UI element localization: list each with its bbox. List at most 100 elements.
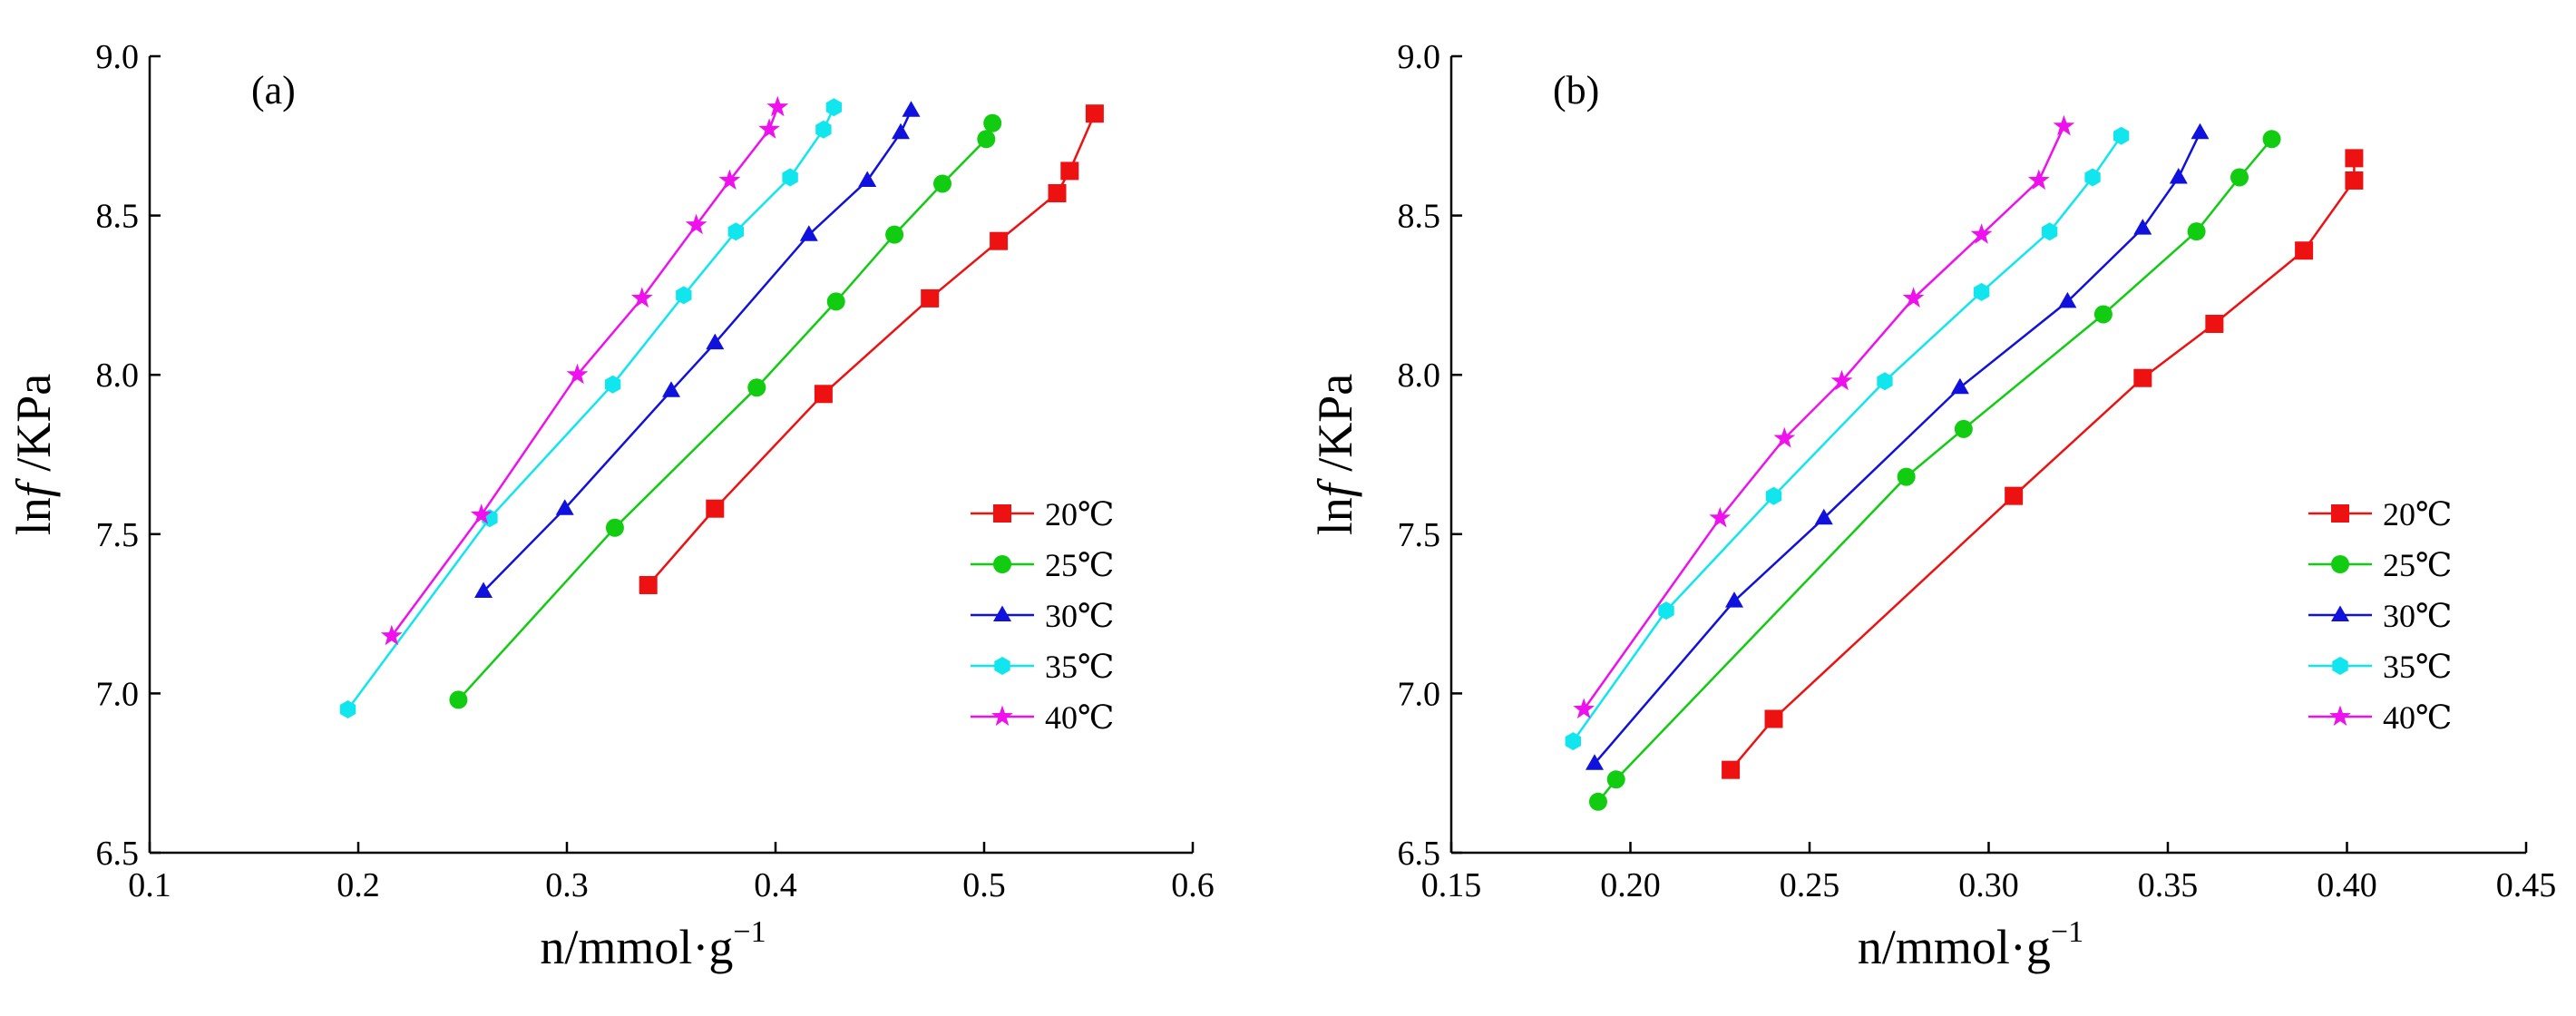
- data-point-star: [766, 95, 789, 117]
- data-point-hexagon: [727, 222, 744, 241]
- data-point-star: [630, 287, 653, 308]
- legend-marker-triangle: [2331, 605, 2349, 621]
- y-tick-label: 7.0: [96, 675, 140, 713]
- data-point-hexagon: [1565, 732, 1581, 751]
- legend-label: 25℃: [1045, 547, 1114, 583]
- x-tick-label: 0.30: [1958, 866, 2019, 904]
- data-point-square: [2345, 171, 2364, 190]
- y-tick-label: 8.0: [1398, 357, 1441, 395]
- data-point-triangle: [2133, 219, 2152, 235]
- data-point-circle: [933, 174, 951, 193]
- data-point-hexagon: [2084, 168, 2101, 187]
- data-point-hexagon: [1877, 372, 1893, 391]
- data-point-triangle: [2058, 291, 2077, 308]
- data-point-triangle: [2169, 168, 2188, 184]
- legend-label: 20℃: [1045, 496, 1114, 532]
- data-point-circle: [885, 225, 904, 244]
- data-point-hexagon: [2113, 126, 2130, 145]
- data-point-triangle: [706, 333, 725, 350]
- data-point-circle: [1954, 419, 1973, 438]
- data-point-triangle: [892, 122, 910, 140]
- legend-label: 35℃: [2383, 649, 2452, 685]
- y-tick-label: 6.5: [1398, 835, 1441, 873]
- y-axis-title: lnf /KPa: [6, 374, 61, 536]
- x-tick-label: 0.2: [337, 866, 380, 904]
- series-line-star: [390, 106, 779, 637]
- data-point-square: [1060, 161, 1079, 181]
- data-point-star: [1970, 223, 1993, 244]
- x-tick-label: 0.15: [1421, 866, 1482, 904]
- series-line-square: [1730, 158, 2356, 771]
- data-point-circle: [747, 378, 766, 397]
- legend-marker-circle: [993, 555, 1011, 573]
- data-point-triangle: [799, 225, 818, 241]
- data-point-hexagon: [604, 375, 621, 394]
- data-point-circle: [449, 690, 468, 709]
- legend-label: 25℃: [2383, 547, 2452, 583]
- legend-label: 30℃: [1045, 598, 1114, 634]
- panel-label: (b): [1553, 68, 1599, 112]
- data-point-square: [2005, 486, 2024, 505]
- data-point-star: [1830, 369, 1853, 391]
- data-point-hexagon: [339, 700, 356, 718]
- legend-label: 30℃: [2383, 598, 2452, 634]
- x-axis-title: n/mmol·g−1: [540, 915, 766, 974]
- data-point-hexagon: [1765, 486, 1782, 505]
- data-point-circle: [2187, 222, 2206, 241]
- legend-marker-star: [991, 705, 1013, 727]
- legend-label: 40℃: [1045, 699, 1114, 736]
- panel-label: (a): [251, 68, 296, 112]
- data-point-circle: [977, 130, 996, 149]
- chart-panel-a: 0.1 0.2 0.3 0.4 0.5 0.6 6.5 7.0 7.5 8.0 8.5 9.0 (a) n…: [6, 38, 1215, 974]
- data-point-hexagon: [1973, 282, 1990, 301]
- y-tick-label: 8.5: [96, 198, 140, 236]
- y-axis-title-suffix: /KPa: [6, 374, 61, 484]
- data-point-star: [1573, 698, 1595, 719]
- y-tick-label: 7.0: [1398, 675, 1441, 713]
- x-axis-title-text: n/mmol·g: [1858, 920, 2051, 974]
- legend-marker-star: [2329, 705, 2351, 727]
- x-axis-title-text: n/mmol·g: [540, 920, 733, 974]
- data-point-star: [1902, 287, 1925, 308]
- data-point-hexagon: [2042, 222, 2058, 241]
- data-point-circle: [1606, 770, 1625, 789]
- series-line-triangle: [1594, 132, 2201, 765]
- data-point-star: [1773, 426, 1796, 448]
- data-point-circle: [1588, 792, 1607, 811]
- x-tick-label: 0.4: [754, 866, 797, 904]
- legend-marker-hexagon: [994, 657, 1010, 675]
- x-tick-label: 0.6: [1171, 866, 1215, 904]
- y-tick-label: 9.0: [96, 38, 140, 76]
- y-axis-title-prefix: ln: [1308, 497, 1362, 535]
- data-point-square: [2345, 149, 2364, 168]
- data-point-triangle: [474, 581, 493, 598]
- legend-marker-circle: [2331, 555, 2349, 573]
- y-tick-label: 8.5: [1398, 198, 1441, 236]
- data-point-hexagon: [1658, 601, 1674, 620]
- x-axis-title-sup: −1: [733, 915, 766, 949]
- legend-label: 20℃: [2383, 496, 2452, 532]
- y-tick-label: 6.5: [96, 835, 140, 873]
- y-tick-label: 8.0: [96, 357, 140, 395]
- data-point-triangle: [1586, 754, 1604, 770]
- y-tick-label: 9.0: [1398, 38, 1441, 76]
- chart-panel-b: 0.15 0.20 0.25 0.30 0.35 0.40 0.45 6.5 7.0 7.5 8.0…: [1308, 38, 2556, 974]
- data-point-star: [380, 624, 403, 646]
- x-tick-label: 0.3: [545, 866, 589, 904]
- x-tick-label: 0.20: [1600, 866, 1661, 904]
- x-tick-label: 0.1: [128, 866, 171, 904]
- data-point-hexagon: [676, 286, 692, 305]
- data-point-star: [470, 503, 493, 524]
- data-point-star: [566, 363, 589, 385]
- legend-marker-square: [993, 504, 1011, 523]
- data-point-hexagon: [782, 168, 798, 187]
- data-point-square: [1722, 760, 1741, 779]
- data-point-star: [685, 213, 707, 235]
- data-point-square: [990, 231, 1009, 250]
- x-tick-label: 0.45: [2496, 866, 2557, 904]
- data-point-triangle: [1725, 591, 1743, 608]
- y-axis-title-suffix: /KPa: [1308, 374, 1362, 484]
- data-point-square: [639, 575, 658, 594]
- x-tick-label: 0.35: [2138, 866, 2199, 904]
- x-axis-title-sup: −1: [2051, 915, 2083, 949]
